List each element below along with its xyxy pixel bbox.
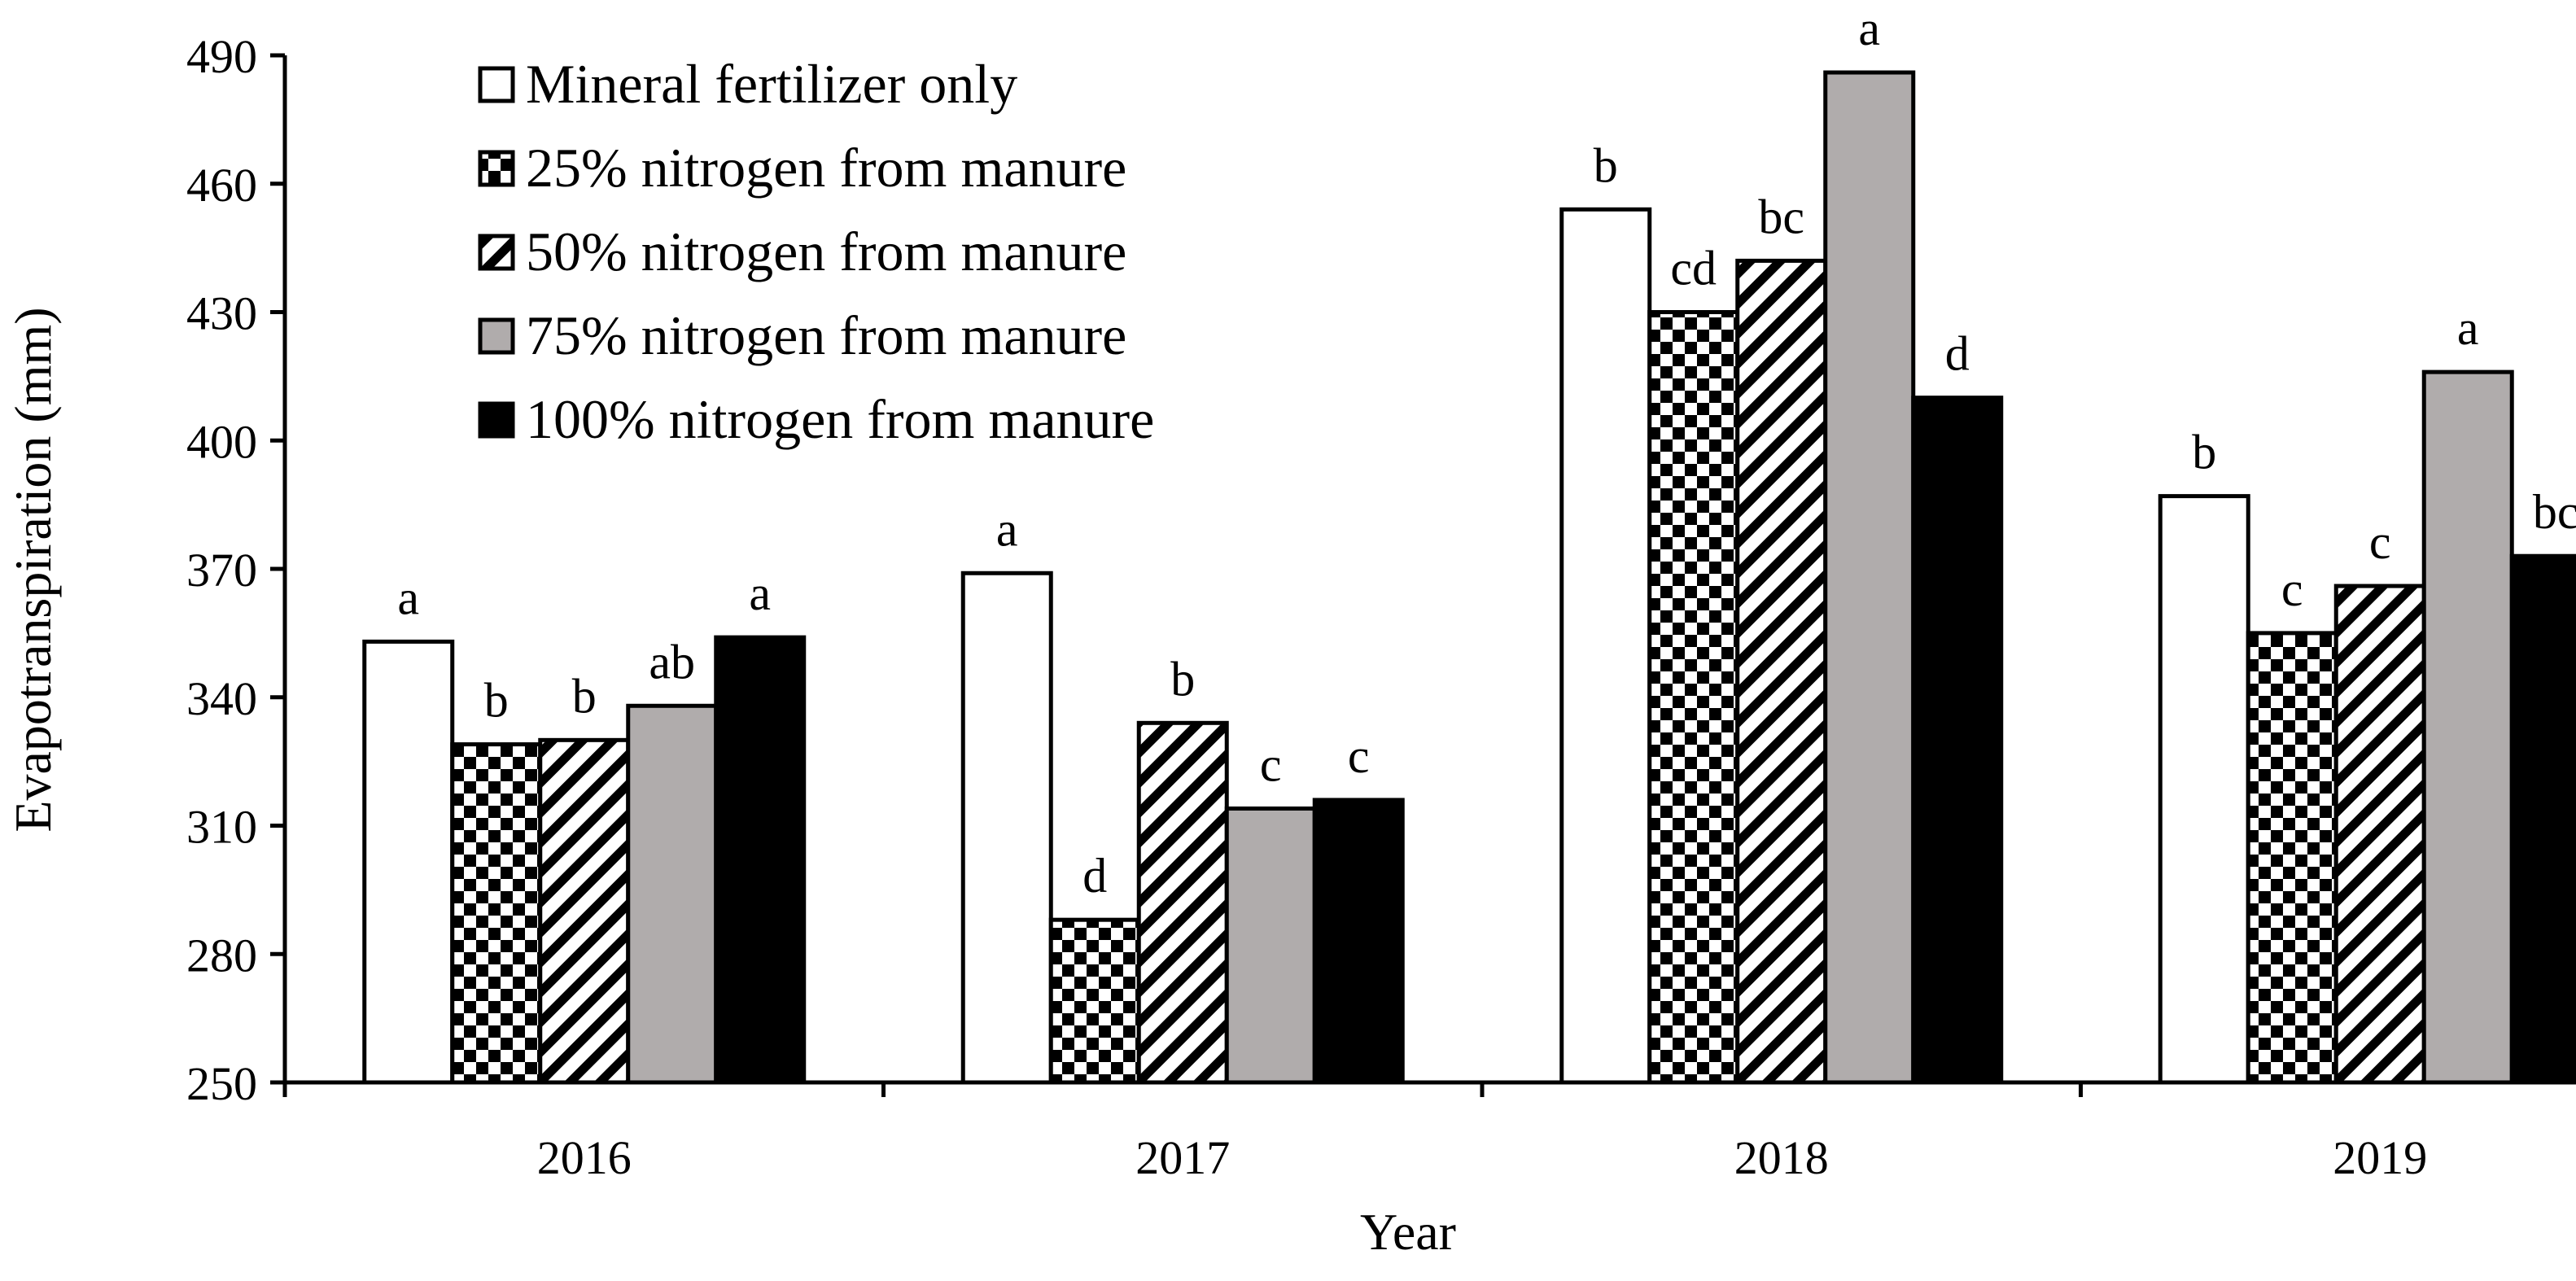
bar-black-2017 bbox=[1312, 798, 1405, 1085]
x-tick-label: 2019 bbox=[2333, 1131, 2427, 1184]
significance-label: d bbox=[1082, 849, 1107, 903]
y-tick-label: 430 bbox=[186, 287, 257, 340]
bar-black-2019 bbox=[2509, 553, 2576, 1085]
significance-label: c bbox=[2369, 515, 2391, 569]
bar-black-2018 bbox=[1911, 396, 2004, 1085]
y-tick-label: 310 bbox=[186, 801, 257, 854]
legend-label: 100% nitrogen from manure bbox=[526, 388, 1154, 450]
x-tick-label: 2017 bbox=[1135, 1131, 1230, 1184]
significance-label: ab bbox=[649, 635, 695, 689]
y-tick-label: 370 bbox=[186, 544, 257, 597]
x-tick-label: 2016 bbox=[537, 1131, 632, 1184]
bar-diagonal-2016 bbox=[538, 737, 631, 1085]
legend-swatch-white bbox=[478, 66, 515, 103]
bar-checker-2018 bbox=[1647, 310, 1740, 1085]
significance-label: bc bbox=[1758, 190, 1804, 243]
bar-gray-2019 bbox=[2421, 369, 2514, 1085]
bar-diagonal-2017 bbox=[1136, 720, 1229, 1085]
significance-label: c bbox=[1348, 729, 1370, 783]
y-axis-title-group: Evapotranspiration (mm) bbox=[4, 307, 62, 832]
significance-label: a bbox=[749, 566, 771, 620]
axes: 250 280 310 340 370 400 430 460 490 2016 2017 2018 2… bbox=[186, 30, 2576, 1184]
legend-label: 50% nitrogen from manure bbox=[526, 221, 1126, 282]
legend-label: 75% nitrogen from manure bbox=[526, 304, 1126, 366]
legend-swatch-gray bbox=[478, 317, 515, 355]
y-tick-label: 400 bbox=[186, 415, 257, 468]
bar-white-2019 bbox=[2158, 494, 2250, 1085]
y-tick-label: 490 bbox=[186, 30, 257, 83]
bar-checker-2016 bbox=[450, 742, 543, 1085]
significance-label: a bbox=[2457, 301, 2479, 355]
legend-swatch-diagonal bbox=[478, 234, 515, 271]
bar-checker-2019 bbox=[2246, 631, 2338, 1085]
bar-white-2016 bbox=[362, 639, 455, 1085]
legend: Mineral fertilizer only 25% nitrogen from… bbox=[478, 53, 1154, 450]
legend-swatch-checker bbox=[478, 150, 515, 187]
legend-label: 25% nitrogen from manure bbox=[526, 137, 1126, 199]
bar-gray-2017 bbox=[1224, 806, 1317, 1085]
significance-label: cd bbox=[1670, 242, 1717, 295]
y-tick-label: 280 bbox=[186, 929, 257, 982]
significance-label: b bbox=[484, 674, 509, 728]
significance-label: c bbox=[1260, 737, 1282, 791]
significance-label: b bbox=[572, 669, 597, 723]
bar-white-2018 bbox=[1559, 207, 1652, 1085]
significance-label: b bbox=[1594, 138, 1618, 192]
bar-white-2017 bbox=[960, 571, 1053, 1085]
legend-swatch-black bbox=[478, 401, 515, 439]
y-tick-label: 250 bbox=[186, 1057, 257, 1110]
significance-label: b bbox=[1170, 652, 1195, 706]
bars-group bbox=[362, 70, 2576, 1085]
significance-label: a bbox=[397, 571, 419, 624]
bar-gray-2016 bbox=[626, 703, 719, 1085]
significance-label: b bbox=[2192, 426, 2216, 479]
bar-checker-2017 bbox=[1048, 917, 1141, 1085]
significance-label: c bbox=[2281, 562, 2303, 616]
x-tick-label: 2018 bbox=[1734, 1131, 1829, 1184]
y-axis-title: Evapotranspiration (mm) bbox=[4, 307, 62, 832]
bar-diagonal-2019 bbox=[2333, 584, 2426, 1085]
significance-label: bc bbox=[2533, 485, 2576, 539]
y-tick-label: 340 bbox=[186, 672, 257, 725]
y-tick-label: 460 bbox=[186, 159, 257, 212]
bar-diagonal-2018 bbox=[1735, 258, 1828, 1085]
bar-black-2016 bbox=[714, 635, 807, 1085]
significance-label: a bbox=[996, 502, 1018, 556]
legend-label: Mineral fertilizer only bbox=[526, 53, 1017, 115]
significance-label: d bbox=[1945, 327, 1970, 381]
x-axis-title: Year bbox=[1360, 1203, 1456, 1261]
bar-gray-2018 bbox=[1823, 70, 1916, 1085]
significance-label: a bbox=[1858, 2, 1880, 55]
